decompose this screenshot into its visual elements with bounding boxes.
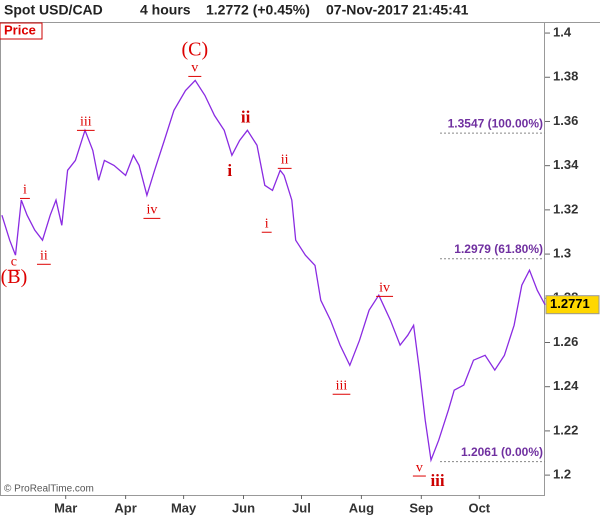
x-tick-label: Jul	[292, 500, 311, 515]
x-tick-label: May	[171, 500, 197, 515]
wave-label: iii	[430, 471, 444, 490]
header-price: 1.2772 (+0.45%)	[206, 2, 310, 18]
x-tick-label: Apr	[114, 500, 136, 515]
wave-label: i	[227, 161, 232, 180]
wave-label: c	[11, 254, 17, 269]
wave-label: v	[416, 460, 423, 475]
fib-label: 1.2061 (0.00%)	[461, 445, 543, 459]
wave-label: i	[265, 216, 269, 231]
x-tick-label: Aug	[349, 500, 374, 515]
x-tick-label: Jun	[232, 500, 255, 515]
wave-label: ii	[40, 249, 48, 264]
wave-label: (B)	[1, 266, 28, 288]
wave-label: iii	[336, 378, 348, 393]
y-tick-label: 1.3	[553, 246, 571, 261]
x-tick-label: Mar	[54, 500, 77, 515]
y-tick-label: 1.4	[553, 24, 572, 39]
y-tick-label: 1.22	[553, 422, 578, 437]
x-tick-label: Sep	[409, 500, 433, 515]
y-tick-label: 1.2	[553, 467, 571, 482]
panel-label-box	[0, 22, 43, 40]
wave-label: iv	[146, 203, 157, 218]
wave-label: v	[191, 61, 198, 76]
panel-label: Price	[4, 22, 36, 37]
y-tick-label: 1.34	[553, 157, 579, 172]
y-tick-label: 1.38	[553, 69, 578, 84]
y-tick-label: 1.36	[553, 113, 578, 128]
fib-label: 1.3547 (100.00%)	[448, 116, 543, 130]
wave-label: (C)	[181, 38, 208, 60]
header-period: 4 hours	[140, 2, 191, 18]
last-price-box	[545, 295, 600, 315]
wave-label: iii	[80, 115, 92, 130]
header-date: 07-Nov-2017 21:45:41	[326, 2, 469, 18]
x-tick-label: Oct	[468, 500, 490, 515]
y-tick-label: 1.26	[553, 334, 578, 349]
y-tick-label: 1.32	[553, 201, 578, 216]
fib-label: 1.2979 (61.80%)	[454, 242, 543, 256]
y-tick-label: 1.24	[553, 378, 579, 393]
wave-label: ii	[241, 107, 251, 126]
last-price-label: 1.2771	[550, 296, 590, 311]
credit: © ProRealTime.com	[4, 484, 94, 495]
header-symbol: Spot USD/CAD	[4, 2, 103, 18]
wave-label: i	[23, 183, 27, 198]
price-line	[1, 79, 546, 463]
wave-label: ii	[281, 153, 289, 168]
wave-label: iv	[379, 281, 390, 296]
